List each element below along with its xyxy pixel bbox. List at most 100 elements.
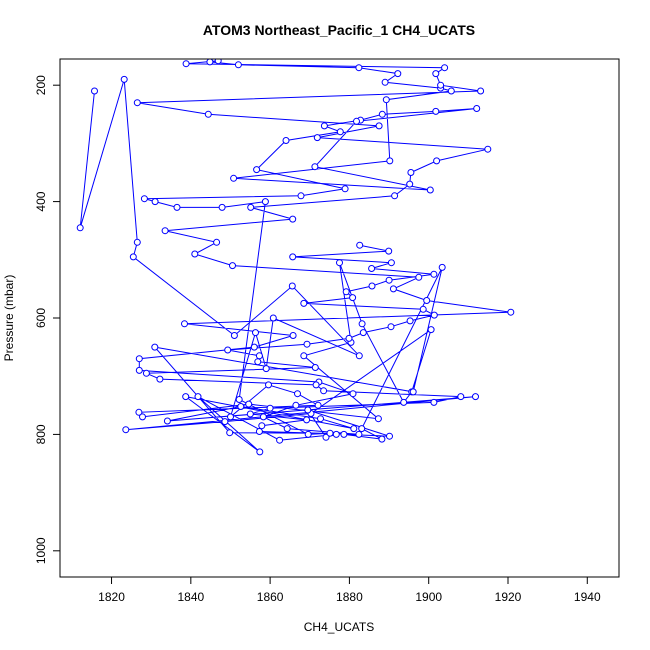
data-point — [350, 425, 358, 433]
x-tick-label: 1880 — [336, 590, 363, 604]
data-point — [218, 203, 226, 211]
data-point — [292, 401, 300, 409]
data-point — [229, 262, 236, 270]
data-point — [477, 87, 485, 95]
data-point — [259, 413, 267, 421]
data-point — [332, 430, 340, 438]
data-point — [426, 186, 434, 194]
data-point — [300, 352, 308, 360]
data-point — [245, 400, 253, 408]
data-point — [441, 64, 449, 72]
data-point — [355, 64, 363, 72]
data-point — [135, 408, 143, 416]
data-point — [457, 393, 465, 401]
data-point — [237, 403, 245, 410]
data-point — [438, 263, 446, 271]
data-point — [262, 365, 270, 373]
data-point — [430, 311, 438, 319]
data-point — [406, 317, 414, 325]
data-point — [355, 352, 363, 360]
data-point — [247, 203, 255, 211]
data-point — [447, 87, 455, 95]
data-point — [356, 241, 364, 249]
data-point — [181, 320, 188, 328]
data-point — [252, 329, 259, 337]
data-point — [91, 87, 98, 95]
data-point — [261, 198, 269, 206]
x-tick-label: 1860 — [257, 590, 284, 604]
data-point — [375, 122, 383, 130]
data-point — [406, 180, 414, 188]
data-point — [336, 128, 344, 136]
x-tick-label: 1900 — [415, 590, 442, 604]
data-point — [135, 355, 143, 363]
data-point — [368, 265, 376, 272]
y-tick-label: 200 — [34, 75, 48, 95]
data-point — [235, 396, 243, 403]
x-axis-label: CH4_UCATS — [304, 620, 374, 634]
data-point — [294, 390, 301, 398]
data-point — [282, 137, 290, 144]
data-point — [374, 415, 382, 423]
data-point — [122, 426, 130, 434]
y-tick-label: 400 — [34, 191, 48, 211]
data-point — [161, 227, 169, 235]
x-tick-label: 1820 — [98, 590, 125, 604]
data-point — [484, 145, 492, 153]
x-axis: 1820 1840 1860 1880 1900 1920 1940 — [98, 577, 601, 604]
data-point — [336, 259, 343, 267]
data-point — [76, 224, 84, 232]
data-point — [204, 110, 212, 118]
data-point — [407, 169, 415, 176]
data-point — [304, 430, 312, 438]
y-tick-label: 1000 — [34, 537, 48, 564]
data-point — [419, 305, 427, 313]
data-point — [288, 282, 296, 290]
data-point — [133, 238, 141, 246]
data-point — [173, 203, 181, 211]
data-point — [345, 334, 353, 342]
data-point — [182, 393, 190, 401]
data-point — [437, 81, 445, 89]
y-tick-label: 600 — [34, 308, 48, 328]
data-point — [432, 107, 440, 115]
data-point — [156, 375, 164, 383]
chart-title: ATOM3 Northeast_Pacific_1 CH4_UCATS — [203, 22, 475, 38]
data-point — [340, 430, 348, 438]
data-point — [151, 343, 159, 351]
data-point — [472, 393, 479, 401]
data-point — [253, 166, 261, 174]
data-point — [349, 390, 357, 398]
data-point — [258, 422, 266, 430]
data-point — [358, 425, 366, 433]
data-point — [139, 413, 146, 421]
data-point — [473, 105, 481, 112]
data-point — [314, 401, 322, 409]
data-point — [326, 429, 334, 437]
data-point — [246, 410, 254, 418]
data-point — [151, 198, 159, 206]
data-point — [353, 117, 360, 125]
data-point — [386, 432, 393, 440]
data-point — [430, 270, 438, 278]
x-tick-label: 1920 — [495, 590, 522, 604]
data-point — [341, 185, 349, 193]
data-point — [400, 398, 408, 406]
y-tick-label: 800 — [34, 424, 48, 444]
x-tick-label: 1940 — [574, 590, 601, 604]
data-point — [322, 433, 330, 441]
data-point — [304, 406, 312, 414]
data-point — [394, 70, 402, 78]
data-point — [311, 364, 319, 371]
data-point — [214, 59, 222, 65]
data-point — [206, 59, 214, 66]
data-point — [142, 369, 150, 377]
data-point — [320, 387, 328, 395]
data-point — [433, 157, 441, 165]
data-point — [256, 448, 264, 456]
data-point — [194, 393, 202, 401]
data-point — [358, 320, 366, 328]
data-point — [378, 435, 386, 443]
data-point — [387, 323, 395, 331]
data-point — [221, 418, 229, 426]
